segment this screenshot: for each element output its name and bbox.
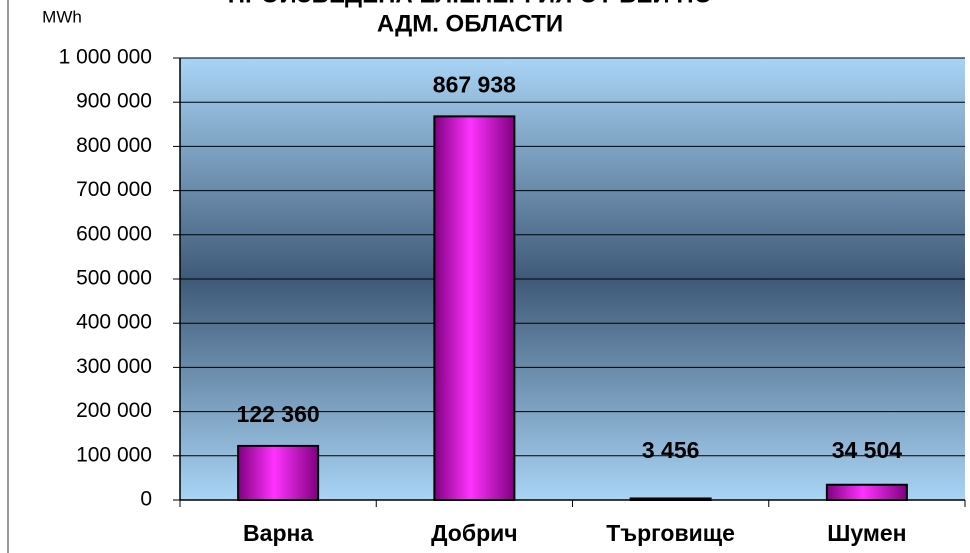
data-label: 122 360 xyxy=(237,401,320,427)
y-tick-label: 800 000 xyxy=(76,134,152,157)
chart-border xyxy=(7,0,9,553)
y-tick-label: 900 000 xyxy=(76,90,152,113)
y-tick-label: 0 xyxy=(140,488,152,511)
y-tick-label: 400 000 xyxy=(76,311,152,334)
data-label: 34 504 xyxy=(832,437,903,463)
y-tick-label: 1 000 000 xyxy=(59,46,152,69)
chart-title: ПРОИЗВЕДЕНА ЕЛ.ЕНЕРГИЯ ОТ ВЕИ ПО xyxy=(228,0,713,8)
data-label: 3 456 xyxy=(642,437,700,463)
y-tick-label: 100 000 xyxy=(76,443,152,466)
x-tick-label: Добрич xyxy=(431,520,517,546)
y-tick-label: 500 000 xyxy=(76,267,152,290)
y-tick-label: 200 000 xyxy=(76,399,152,422)
x-tick-label: Варна xyxy=(243,520,313,546)
x-tick-label: Шумен xyxy=(827,520,906,546)
data-label: 867 938 xyxy=(433,71,516,97)
y-tick-label: 600 000 xyxy=(76,222,152,245)
bar xyxy=(629,497,712,501)
bar xyxy=(825,483,908,502)
chart-title: АДМ. ОБЛАСТИ xyxy=(377,10,563,37)
y-tick-label: 300 000 xyxy=(76,355,152,378)
y-tick-label: 700 000 xyxy=(76,178,152,201)
x-tick-label: Търговище xyxy=(606,520,735,546)
bar xyxy=(237,444,320,501)
bar xyxy=(433,115,516,502)
y-axis-label: MWh xyxy=(42,7,82,26)
